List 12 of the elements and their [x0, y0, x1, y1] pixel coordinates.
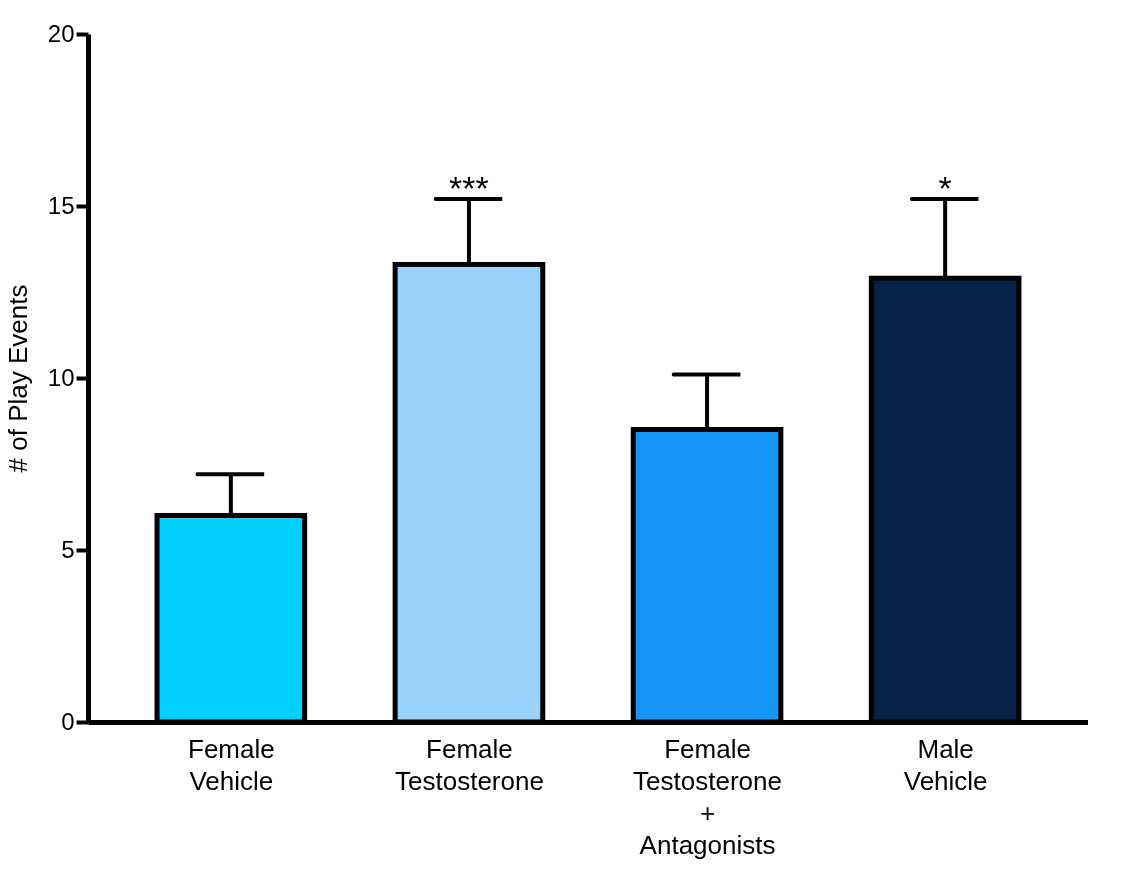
x-tick-label: Female Vehicle	[188, 733, 275, 796]
y-tick-label: 10	[47, 363, 75, 391]
x-tick-label: Male Vehicle	[903, 733, 988, 796]
annotation: ***	[449, 169, 489, 208]
x-tick-label: Female Testosterone + Antagonists	[633, 733, 782, 860]
y-tick-label: 15	[47, 191, 75, 219]
y-tick-label: 5	[61, 535, 75, 563]
y-tick-label: 0	[61, 707, 75, 735]
y-axis-title: # of Play Events	[2, 284, 33, 473]
x-tick-label: Female Testosterone	[395, 733, 544, 796]
annotation: *	[938, 169, 952, 208]
y-tick-label: 20	[47, 19, 75, 47]
